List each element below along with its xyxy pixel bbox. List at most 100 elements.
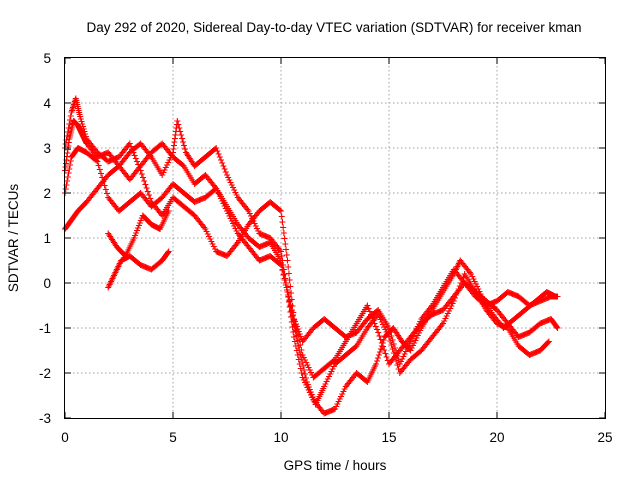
data-point-sample [131, 152, 138, 159]
data-point [165, 248, 172, 255]
data-point-sample [64, 178, 71, 184]
data-point-sample [376, 349, 383, 355]
data-point-sample [64, 174, 71, 180]
y-tick-label: 3 [43, 141, 51, 156]
data-point-sample [178, 132, 185, 138]
data-point-sample [287, 309, 294, 315]
data-point-sample [65, 170, 72, 176]
data-point-sample [382, 350, 389, 357]
data-point-sample [138, 171, 145, 177]
data-point-sample [282, 275, 289, 282]
data-point-sample [98, 170, 104, 177]
data-point-sample [143, 185, 150, 191]
grid-layer [65, 58, 605, 418]
data-point-sample [218, 157, 224, 163]
data-point-sample [285, 264, 292, 270]
x-tick-label: 0 [61, 430, 69, 445]
data-point-sample [65, 125, 72, 131]
data-point-sample [283, 280, 290, 286]
data-point-sample [279, 219, 286, 225]
y-tick-label: -1 [39, 321, 51, 336]
x-axis-label: GPS time / hours [284, 458, 387, 473]
data-point-sample [215, 151, 222, 157]
data-point [290, 334, 297, 340]
data-point-sample [376, 333, 383, 339]
data-point-sample [288, 314, 295, 320]
data-point [545, 338, 552, 345]
data-point-sample [280, 224, 287, 231]
data-point [284, 289, 291, 295]
data-point-sample [276, 207, 283, 213]
y-tick-label: 0 [43, 276, 51, 291]
data-point [174, 118, 181, 124]
data-point-sample [544, 339, 551, 346]
data-point-sample [220, 163, 227, 169]
data-point-sample [381, 347, 388, 353]
data-point-sample [371, 320, 378, 327]
data-point [126, 140, 133, 147]
data-point [554, 325, 561, 331]
data-point-sample [176, 125, 183, 131]
data-point-sample [66, 121, 73, 127]
data-point-sample [280, 272, 287, 278]
data-point-sample [280, 230, 287, 236]
data-point-sample [374, 326, 380, 333]
data-point-sample [285, 299, 292, 305]
data-point-sample [216, 154, 223, 160]
data-point-sample [281, 271, 288, 277]
data-point-sample [369, 314, 376, 321]
data-point-sample [289, 324, 296, 330]
data-point [364, 302, 371, 309]
data-point-sample [366, 308, 373, 315]
data-point-sample [142, 181, 149, 188]
data-point-sample [279, 257, 286, 264]
marker-layer [62, 95, 561, 417]
data-point-sample [293, 347, 300, 354]
data-point-sample [283, 246, 290, 253]
data-point-sample [283, 284, 290, 291]
data-point-sample [278, 213, 285, 220]
y-tick-label: 1 [43, 231, 51, 246]
data-point-sample [221, 166, 228, 172]
data-point [278, 208, 284, 214]
x-tick-label: 20 [489, 430, 504, 445]
data-point-sample [294, 352, 301, 358]
data-point-sample [553, 324, 560, 330]
data-point-sample [380, 337, 387, 343]
data-point-sample [282, 241, 289, 247]
data-point-sample [181, 142, 188, 149]
data-point-sample [141, 178, 148, 184]
data-point-sample [298, 370, 305, 376]
data-point-sample [379, 340, 386, 346]
data-point-sample [368, 311, 374, 318]
data-point-sample [294, 332, 301, 338]
x-tick-label: 15 [381, 430, 396, 445]
data-point-sample [288, 319, 295, 325]
data-point-sample [278, 253, 285, 259]
data-point [94, 158, 101, 165]
data-point-sample [297, 365, 304, 372]
y-tick-label: 5 [43, 51, 51, 66]
data-point-sample [285, 294, 292, 300]
data-point-sample [296, 361, 303, 367]
y-tick-label: -2 [39, 366, 51, 381]
data-point-sample [296, 337, 302, 343]
data-point-sample [378, 343, 385, 349]
data-point-sample [132, 155, 139, 162]
chart-title: Day 292 of 2020, Sidereal Day-to-day VTE… [87, 20, 582, 35]
y-axis-label: SDTVAR / TECUs [6, 184, 21, 293]
data-point-sample [286, 304, 293, 310]
data-point-sample [387, 338, 394, 344]
data-point [278, 248, 284, 255]
data-point-sample [102, 186, 109, 193]
data-point-sample [388, 342, 395, 348]
data-point-sample [291, 338, 298, 345]
data-point-sample [287, 283, 294, 290]
y-tick-label: 2 [43, 186, 51, 201]
data-point-sample [104, 190, 110, 197]
data-point-sample [383, 354, 390, 360]
data-point-sample [67, 162, 74, 168]
data-point-sample [134, 158, 140, 165]
data-point-sample [293, 327, 300, 333]
data-point-sample [182, 146, 188, 152]
